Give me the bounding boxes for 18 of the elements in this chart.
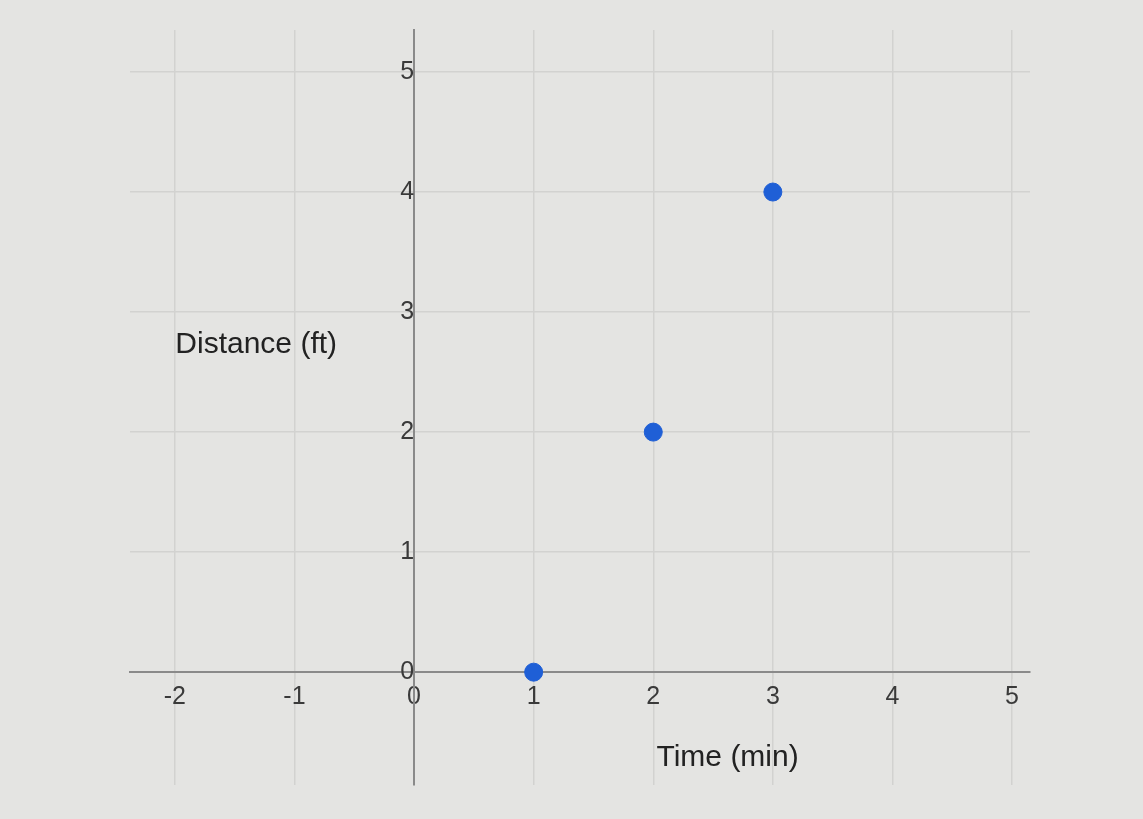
point: [524, 662, 544, 682]
y-tick-label: 1: [400, 536, 415, 565]
y-tick-label: 3: [400, 295, 415, 324]
x-tick-label: -1: [283, 681, 306, 710]
point: [763, 182, 783, 202]
x-tick-label: 1: [526, 681, 541, 710]
y-tick-label: 4: [400, 175, 415, 204]
x-tick-label: 4: [885, 681, 900, 710]
y-axis-title: Distance (ft): [175, 326, 338, 360]
y-tick-label: 5: [400, 55, 415, 84]
x-tick-label: -2: [163, 681, 186, 710]
x-tick-label: 5: [1005, 681, 1020, 710]
point: [643, 422, 663, 442]
x-tick-label: 2: [646, 681, 661, 710]
y-tick-label: 2: [400, 416, 415, 444]
y-tick-label: 0: [400, 656, 415, 685]
x-axis-title: Time (min): [656, 739, 799, 773]
x-tick-label: 3: [765, 681, 780, 710]
